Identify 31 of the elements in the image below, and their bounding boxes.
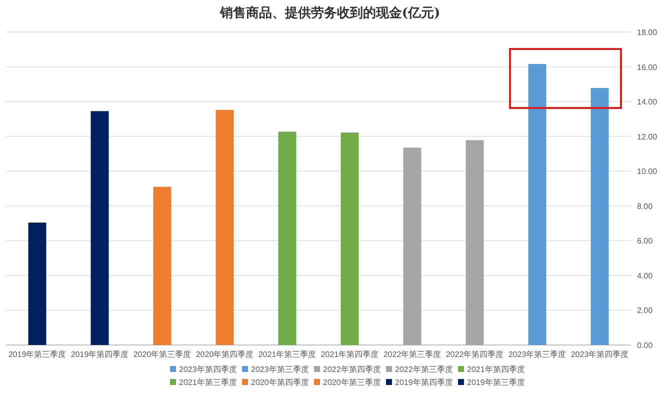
chart-title: 销售商品、提供劳务收到的现金(亿元) [218,5,440,21]
legend-item: 2021年第三季度 [170,378,237,387]
legend-item: 2020年第四季度 [242,378,309,387]
y-tick-label: 4.00 [637,271,654,280]
x-tick-label: 2020年第四季度 [196,350,254,359]
y-tick-label: 2.00 [637,306,654,316]
x-tick-label: 2020年第三季度 [133,350,192,359]
x-tick-label: 2021年第三季度 [258,350,316,359]
legend-item: 2022年第四季度 [314,365,381,374]
legend-item: 2020年第三季度 [314,378,381,387]
y-tick-label: 18.00 [637,28,658,37]
x-tick-label: 2023年第四季度 [570,350,629,359]
legend-item: 2021年第四季度 [458,365,525,374]
x-tick-label: 2023年第三季度 [508,350,566,359]
y-tick-label: 0.00 [637,341,654,350]
y-tick-label: 14.00 [637,98,658,107]
legend-item: 2022年第三季度 [386,365,453,374]
legend-item: 2019年第三季度 [458,378,525,387]
x-tick-label: 2019年第三季度 [8,350,66,359]
y-tick-label: 16.00 [637,62,658,72]
y-tick-label: 10.00 [637,167,658,176]
legend-item: 2023年第四季度 [170,365,237,374]
x-tick-label: 2021年第四季度 [320,350,379,359]
legend-item: 2019年第四季度 [386,378,453,387]
x-tick-label: 2022年第三季度 [383,350,442,359]
legend-item: 2023年第三季度 [242,365,309,374]
y-tick-label: 8.00 [637,202,654,211]
y-tick-label: 6.00 [637,236,654,246]
x-tick-label: 2022年第四季度 [446,350,504,359]
x-tick-label: 2019年第四季度 [70,350,129,359]
y-tick-label: 12.00 [637,132,658,142]
